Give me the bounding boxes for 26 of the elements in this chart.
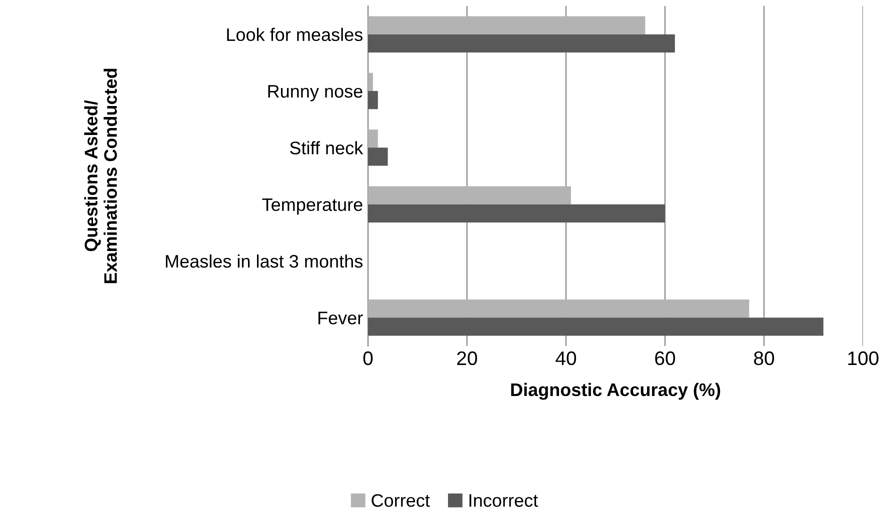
x-tick-label: 100 — [848, 351, 878, 366]
y-tick-label: Stiff neck — [290, 141, 364, 154]
bar — [368, 186, 571, 204]
x-tick-label: 0 — [363, 351, 373, 366]
bar — [368, 34, 675, 52]
y-axis-title: Questions Asked/ Examinations Conducted — [84, 68, 117, 284]
bar — [368, 148, 388, 166]
x-tick-label: 40 — [556, 351, 576, 366]
legend-label: Incorrect — [470, 494, 538, 507]
y-tick-label: Fever — [318, 312, 363, 324]
x-tick-label: 60 — [655, 351, 676, 366]
bar — [368, 318, 824, 336]
bar — [368, 72, 373, 91]
bar — [368, 16, 646, 34]
bar — [368, 130, 378, 148]
x-tick-label: 20 — [457, 351, 478, 366]
bar — [368, 204, 665, 222]
y-tick-label: Look for measles — [227, 28, 362, 42]
y-tick-label: Temperature — [262, 198, 362, 215]
bar — [368, 91, 378, 110]
y-tick-label: Measles in last 3 months — [166, 254, 362, 268]
x-tick-label: 80 — [754, 351, 774, 366]
y-tick-label: Runny nose — [268, 85, 362, 102]
legend-label: Correct — [372, 494, 430, 507]
x-axis-title: Diagnostic Accuracy (%) — [511, 382, 720, 400]
bar — [368, 300, 750, 318]
